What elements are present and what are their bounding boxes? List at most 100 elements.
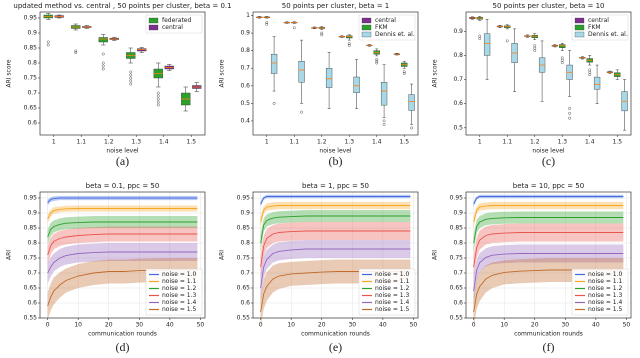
x-tick-label: 1.4: [585, 139, 595, 146]
x-tick-label: 40: [166, 322, 174, 329]
legend-swatch: [361, 24, 372, 31]
box: [380, 82, 388, 106]
outlier: [560, 56, 564, 60]
confidence-band: [47, 205, 198, 224]
y-tick-label: 0.55: [24, 315, 38, 322]
legend-label: noise = 1.3: [375, 292, 410, 299]
confidence-band: [473, 223, 624, 279]
y-tick-label: 0.55: [237, 315, 251, 322]
y-tick-label: 0.75: [24, 75, 38, 82]
x-tick-label: 1.1: [289, 139, 299, 146]
y-tick-label: 0.95: [24, 15, 38, 22]
y-tick-label: 0.65: [24, 105, 38, 112]
legend-swatch: [574, 24, 585, 31]
x-tick-label: 10: [500, 322, 508, 329]
y-tick-label: 0.65: [450, 285, 464, 292]
outlier: [588, 70, 592, 74]
box: [483, 33, 491, 56]
x-axis-label: noise level: [319, 148, 351, 155]
outlier: [129, 79, 133, 83]
legend-label: noise = 1.5: [375, 306, 410, 313]
x-tick-label: 1.1: [76, 139, 86, 146]
legend-label: noise = 1.3: [588, 292, 623, 299]
outlier: [101, 67, 105, 71]
x-tick-label: 1.2: [317, 139, 327, 146]
caption: (c): [542, 154, 555, 168]
x-tick-label: 30: [561, 322, 569, 329]
series-line: [47, 269, 198, 307]
legend-label: noise = 1.0: [588, 271, 623, 278]
outlier: [533, 44, 537, 48]
x-tick-label: 20: [318, 322, 326, 329]
series-line: [47, 197, 198, 203]
confidence-band: [260, 210, 411, 252]
y-axis-label: ARI: [6, 250, 13, 260]
subplot-title: 50 points per cluster, beta = 10: [493, 2, 605, 10]
x-axis-label: noise level: [106, 148, 138, 155]
confidence-band: [473, 201, 624, 228]
y-axis-label: ARI score: [6, 59, 13, 87]
subplot: updated method vs. central , 50 points p…: [6, 2, 232, 168]
outlier: [375, 59, 379, 63]
x-tick-label: 1.3: [131, 139, 141, 146]
outlier: [320, 31, 324, 35]
x-tick-label: 1.2: [104, 139, 114, 146]
y-tick-label: 0.95: [24, 195, 38, 202]
legend-swatch: [574, 17, 585, 24]
outlier: [156, 103, 160, 107]
x-tick-label: 1: [265, 139, 269, 146]
legend-swatch: [361, 17, 372, 24]
y-tick-label: 0.9: [240, 210, 250, 217]
legend-label: noise = 1.4: [375, 299, 410, 306]
legend-label: noise = 1.0: [375, 271, 410, 278]
y-tick-label: 0.6: [240, 300, 250, 307]
confidence-band: [47, 216, 198, 245]
legend-box: [571, 268, 629, 316]
legend-label: federated: [162, 17, 191, 24]
y-tick-label: 0.9: [453, 210, 463, 217]
outlier: [265, 22, 269, 26]
caption: (d): [116, 340, 130, 354]
y-tick-label: 1: [246, 12, 250, 19]
outlier: [347, 42, 351, 46]
outlier: [129, 73, 133, 77]
legend-label: noise = 1.2: [375, 285, 410, 292]
series-line: [473, 253, 624, 292]
legend-swatch: [574, 31, 585, 38]
x-tick-label: 10: [74, 322, 82, 329]
x-tick-label: 30: [135, 322, 143, 329]
box: [593, 76, 601, 90]
box: [408, 94, 415, 111]
confidence-band: [260, 222, 411, 279]
caption: (f): [543, 340, 555, 354]
x-axis-label: communication rounds: [88, 331, 157, 338]
y-tick-label: 0.8: [453, 52, 463, 59]
y-tick-label: 0.7: [240, 65, 250, 72]
outlier: [382, 119, 386, 123]
legend-label: FKM: [375, 24, 388, 31]
legend-label: Dennis et. al.: [375, 31, 415, 38]
y-tick-label: 0.7: [453, 270, 463, 277]
y-tick-label: 0.9: [27, 210, 37, 217]
y-tick-label: 0.6: [27, 300, 37, 307]
y-tick-label: 0.5: [453, 124, 463, 131]
outlier: [156, 100, 160, 104]
confidence-band: [47, 195, 198, 206]
outlier: [272, 101, 276, 105]
x-tick-label: 50: [197, 322, 205, 329]
y-tick-label: 0.7: [27, 270, 37, 277]
y-tick-label: 0.8: [240, 47, 250, 54]
legend-box: [145, 268, 203, 316]
legend-label: central: [162, 24, 183, 31]
x-axis-label: communication rounds: [301, 331, 370, 338]
x-tick-label: 1.2: [530, 139, 540, 146]
subplot: 50 points per cluster, beta = 1 ARI score…: [219, 2, 419, 168]
outlier: [320, 33, 324, 37]
y-tick-label: 0.6: [453, 100, 463, 107]
caption: (b): [329, 154, 343, 168]
